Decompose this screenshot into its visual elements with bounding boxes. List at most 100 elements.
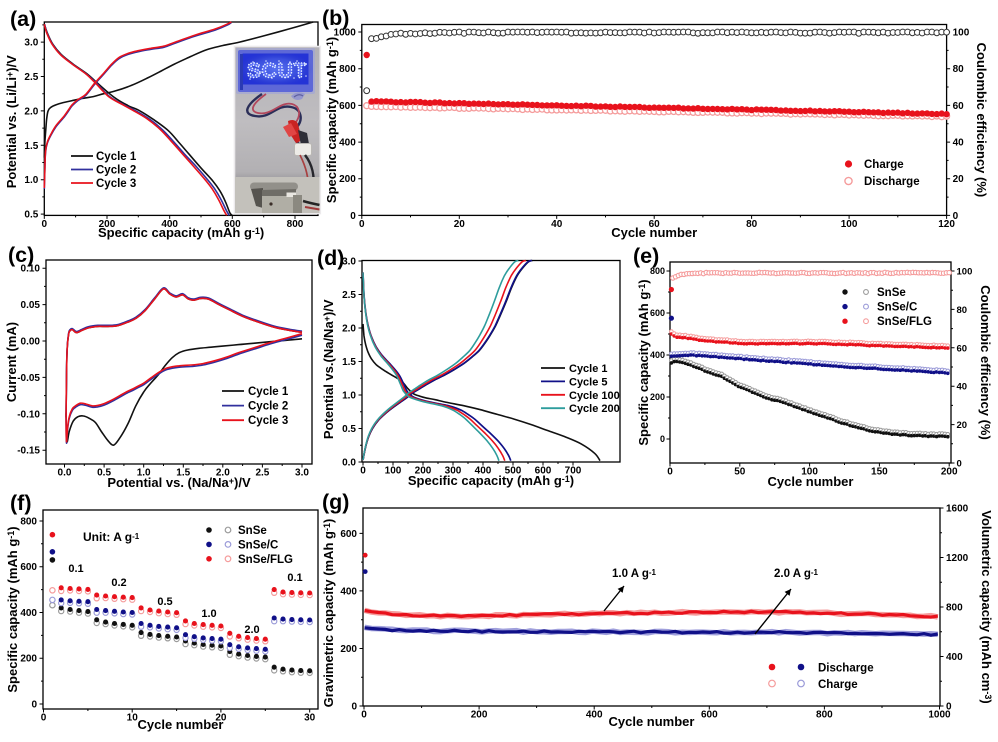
svg-text:30: 30: [304, 713, 316, 724]
svg-text:(c): (c): [8, 243, 34, 267]
svg-text:0.0: 0.0: [342, 458, 356, 469]
svg-text:Specific capacity (mAh g-1): Specific capacity (mAh g-1): [5, 526, 20, 692]
svg-text:Charge: Charge: [864, 159, 904, 171]
svg-text:0.05: 0.05: [21, 300, 41, 311]
svg-text:SnSe/C: SnSe/C: [238, 539, 278, 551]
svg-text:400: 400: [340, 586, 357, 597]
svg-text:2.5: 2.5: [24, 72, 38, 83]
svg-text:0: 0: [957, 459, 962, 470]
svg-text:0: 0: [946, 702, 952, 713]
svg-text:1.5: 1.5: [24, 141, 38, 152]
svg-text:0.5: 0.5: [24, 210, 38, 221]
svg-text:100: 100: [957, 267, 973, 278]
svg-text:Specific capacity (mAh g-1): Specific capacity (mAh g-1): [408, 473, 574, 488]
svg-text:-0.10: -0.10: [17, 409, 40, 420]
svg-text:3.0: 3.0: [342, 257, 356, 268]
svg-text:-0.15: -0.15: [17, 446, 40, 457]
svg-text:Cycle 1: Cycle 1: [96, 151, 137, 163]
svg-text:300: 300: [445, 466, 462, 477]
svg-text:Specific capacity (mAh g-1): Specific capacity (mAh g-1): [636, 279, 651, 445]
svg-text:0: 0: [361, 710, 367, 721]
svg-text:200: 200: [941, 467, 958, 478]
svg-text:200: 200: [650, 392, 665, 402]
svg-text:1600: 1600: [946, 504, 969, 515]
svg-text:3.0: 3.0: [295, 468, 309, 479]
svg-text:60: 60: [953, 101, 965, 112]
svg-text:50: 50: [734, 467, 746, 478]
svg-text:2.0: 2.0: [342, 324, 356, 335]
svg-text:Discharge: Discharge: [864, 176, 920, 188]
svg-text:Cycle 5: Cycle 5: [569, 376, 608, 388]
svg-text:100: 100: [801, 467, 818, 478]
svg-text:40: 40: [957, 382, 968, 393]
svg-text:1200: 1200: [946, 553, 969, 564]
svg-text:SnSe: SnSe: [877, 287, 906, 299]
svg-text:(e): (e): [633, 244, 659, 268]
svg-text:0.00: 0.00: [21, 337, 41, 348]
svg-text:Unit: A g-1: Unit: A g-1: [83, 530, 140, 544]
svg-text:100: 100: [841, 219, 858, 230]
svg-text:400: 400: [20, 608, 37, 619]
svg-text:0: 0: [359, 219, 365, 230]
svg-text:Potential vs. (Li/Li+)/V: Potential vs. (Li/Li+)/V: [4, 55, 19, 188]
svg-text:0: 0: [953, 211, 959, 222]
svg-text:Current (mA): Current (mA): [4, 322, 19, 402]
svg-text:400: 400: [586, 710, 603, 721]
svg-text:20: 20: [215, 713, 227, 724]
svg-text:SnSe/FLG: SnSe/FLG: [877, 316, 932, 328]
svg-text:400: 400: [650, 350, 665, 360]
svg-text:1.5: 1.5: [176, 468, 190, 479]
svg-text:-0.05: -0.05: [17, 373, 40, 384]
svg-text:2.0 A g-1: 2.0 A g-1: [774, 568, 819, 580]
svg-text:2.5: 2.5: [255, 468, 269, 479]
svg-text:Charge: Charge: [818, 679, 858, 691]
svg-text:0: 0: [351, 702, 357, 713]
svg-text:Cycle 3: Cycle 3: [248, 415, 288, 427]
svg-text:80: 80: [746, 219, 758, 230]
svg-text:0.5: 0.5: [342, 424, 356, 435]
svg-text:80: 80: [957, 305, 968, 316]
svg-text:600: 600: [650, 308, 665, 318]
svg-text:SnSe/FLG: SnSe/FLG: [238, 554, 293, 566]
svg-text:0: 0: [41, 713, 47, 724]
svg-text:150: 150: [871, 467, 888, 478]
svg-text:Cycle 2: Cycle 2: [96, 165, 136, 177]
svg-text:600: 600: [340, 529, 357, 540]
svg-text:0.1: 0.1: [68, 563, 83, 575]
svg-text:Potential vs.(Na/Na+)/V: Potential vs.(Na/Na+)/V: [321, 299, 336, 439]
svg-text:Cycle 2: Cycle 2: [248, 401, 288, 413]
svg-text:600: 600: [20, 562, 37, 573]
svg-text:400: 400: [475, 466, 492, 477]
svg-text:0: 0: [360, 466, 366, 477]
svg-text:Coulombic efficiency (%): Coulombic efficiency (%): [978, 285, 993, 440]
svg-text:20: 20: [953, 174, 965, 185]
svg-text:600: 600: [224, 219, 241, 230]
svg-text:1.0: 1.0: [137, 468, 151, 479]
svg-text:0.5: 0.5: [157, 596, 172, 608]
svg-text:Volumetric capacity (mAh cm-3): Volumetric capacity (mAh cm-3): [979, 510, 994, 703]
svg-text:60: 60: [649, 219, 661, 230]
svg-text:200: 200: [20, 654, 37, 665]
svg-text:Cycle 1: Cycle 1: [569, 363, 608, 375]
svg-text:800: 800: [650, 266, 665, 276]
svg-text:200: 200: [471, 710, 488, 721]
svg-text:0.2: 0.2: [111, 577, 126, 589]
svg-text:0: 0: [31, 700, 37, 711]
svg-text:800: 800: [816, 710, 833, 721]
svg-text:(b): (b): [322, 6, 349, 30]
svg-text:(a): (a): [10, 7, 36, 31]
svg-text:SnSe: SnSe: [238, 525, 267, 537]
svg-text:Coulombic efficiency (%): Coulombic efficiency (%): [974, 43, 989, 198]
svg-text:Discharge: Discharge: [818, 663, 874, 675]
svg-text:0.0: 0.0: [58, 468, 72, 479]
svg-text:Cycle 100: Cycle 100: [569, 390, 620, 402]
svg-text:800: 800: [339, 64, 356, 75]
svg-text:1.0: 1.0: [201, 608, 216, 620]
svg-text:2.0: 2.0: [216, 468, 230, 479]
svg-text:1.0 A g-1: 1.0 A g-1: [612, 568, 657, 580]
svg-text:SnSe/C: SnSe/C: [877, 302, 917, 314]
svg-text:200: 200: [340, 644, 357, 655]
svg-text:2.0: 2.0: [24, 106, 38, 117]
svg-text:Specific capacity (mAh g-1): Specific capacity (mAh g-1): [98, 225, 264, 240]
svg-text:60: 60: [957, 343, 968, 354]
